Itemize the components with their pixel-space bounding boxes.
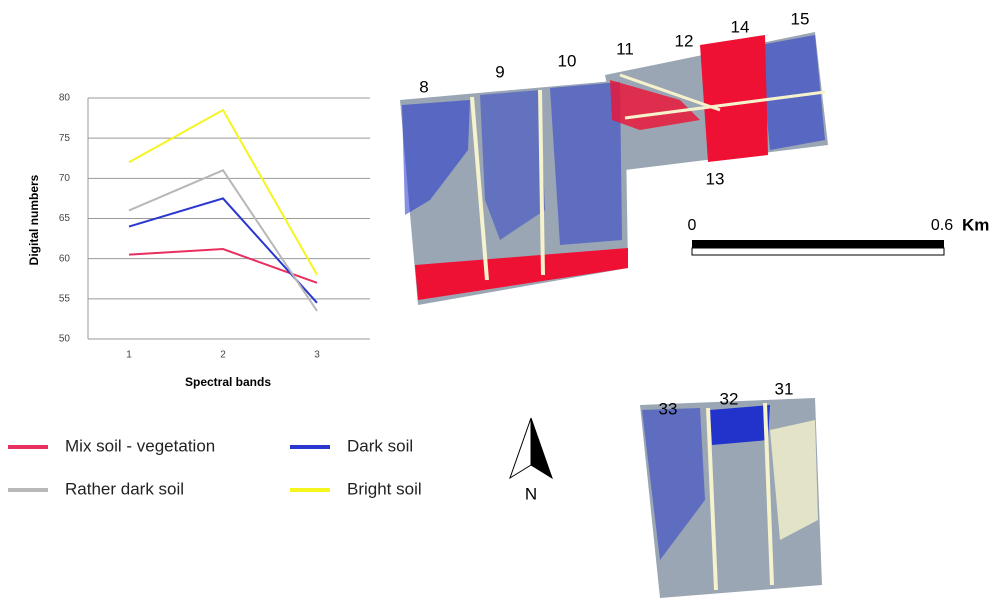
x-tick-label: 1 <box>126 350 132 361</box>
legend-label: Bright soil <box>347 479 422 498</box>
field-label: 10 <box>558 51 577 70</box>
legend-label: Mix soil - vegetation <box>65 436 215 455</box>
scale-end: 0.6 <box>931 217 953 234</box>
y-tick-label: 75 <box>59 133 71 144</box>
y-tick-label: 65 <box>59 213 71 224</box>
north-arrow: N <box>509 417 553 503</box>
y-tick-label: 55 <box>59 293 71 304</box>
y-axis-label: Digital numbers <box>27 174 41 265</box>
x-axis-label: Spectral bands <box>185 375 271 389</box>
x-tick-label: 3 <box>314 350 320 361</box>
field-label: 8 <box>419 77 428 96</box>
series-line <box>128 169 318 312</box>
field-label: 13 <box>706 169 725 188</box>
y-tick-label: 80 <box>59 93 71 104</box>
y-tick-label: 70 <box>59 173 71 184</box>
line-chart: 50 55 60 65 70 75 80 1 2 3 <box>59 93 370 361</box>
field-label: 11 <box>616 39 634 58</box>
scale-start: 0 <box>688 217 697 234</box>
field-map-south <box>640 398 822 598</box>
north-label: N <box>525 484 537 503</box>
scale-unit: Km <box>962 215 989 234</box>
y-tick-label: 50 <box>59 334 71 345</box>
scale-bar: 0 0.6 Km <box>688 215 989 256</box>
legend-label: Rather dark soil <box>65 479 184 498</box>
series-line <box>128 108 318 276</box>
field-label: 9 <box>495 62 504 81</box>
field-label: 15 <box>791 9 810 28</box>
series-line <box>128 248 318 284</box>
field-label: 33 <box>659 399 678 418</box>
field-label: 31 <box>775 379 794 398</box>
field-map-north <box>400 32 828 305</box>
y-tick-label: 60 <box>59 253 71 264</box>
field-label: 14 <box>731 17 750 36</box>
field-label: 32 <box>720 389 739 408</box>
x-tick-label: 2 <box>220 350 226 361</box>
legend-label: Dark soil <box>347 436 413 455</box>
field-labels: 8 9 10 11 12 14 15 13 33 32 31 <box>419 9 809 418</box>
series-line <box>128 197 318 304</box>
field-label: 12 <box>675 31 694 50</box>
